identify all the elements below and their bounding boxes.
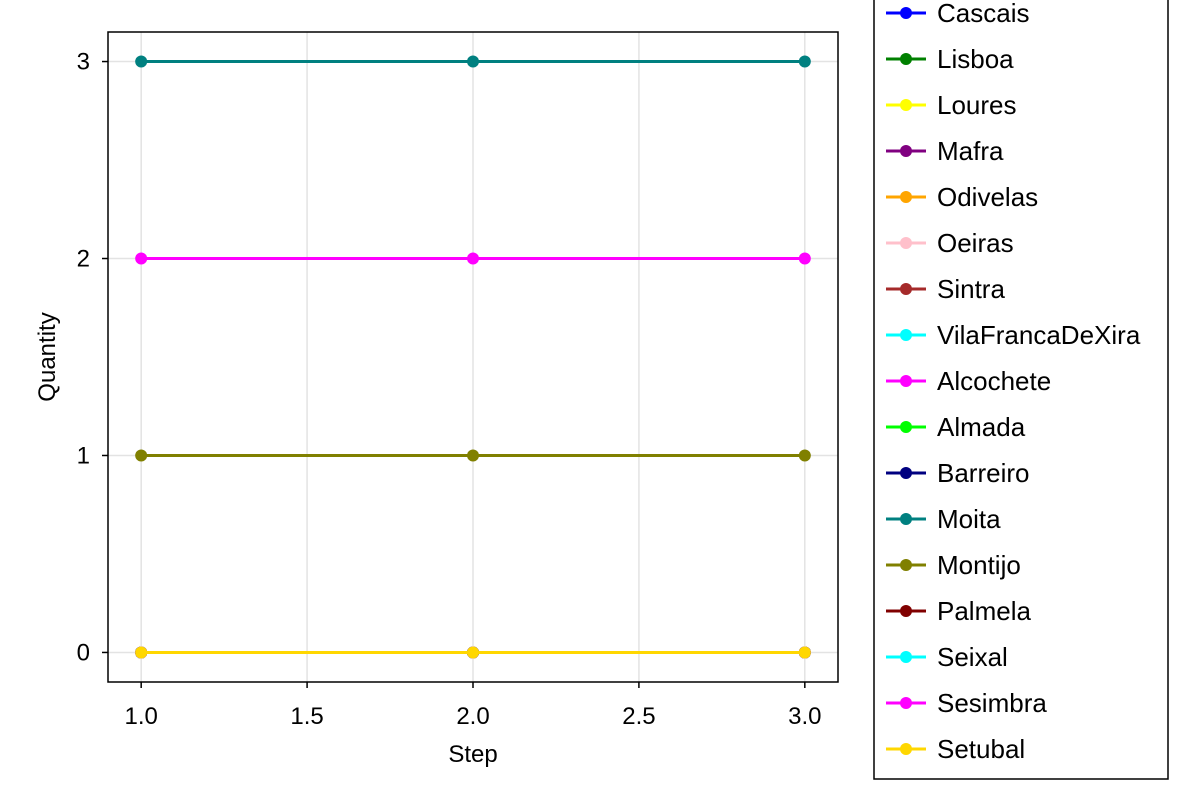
data-point [798, 646, 811, 659]
legend-swatch-marker [900, 467, 912, 479]
legend-item: Barreiro [886, 458, 1029, 488]
series-moita [135, 55, 811, 68]
legend-label: Oeiras [937, 228, 1014, 258]
x-tick-label: 2.0 [456, 703, 489, 730]
legend-item: Cascais [886, 0, 1029, 28]
legend-swatch-marker [900, 145, 912, 157]
legend-swatch-marker [900, 283, 912, 295]
legend-swatch-marker [900, 191, 912, 203]
legend-label: Lisboa [937, 44, 1014, 74]
legend-label: Loures [937, 90, 1017, 120]
legend-label: Setubal [937, 734, 1025, 764]
legend-label: Palmela [937, 596, 1031, 626]
x-tick-label: 1.0 [124, 703, 157, 730]
legend-item: Seixal [886, 642, 1008, 672]
data-point [798, 55, 811, 68]
series-setubal [135, 646, 811, 659]
legend-label: Cascais [937, 0, 1029, 28]
legend-swatch-marker [900, 651, 912, 663]
y-axis: 0 1 2 3 [77, 49, 108, 666]
legend-label: Almada [937, 412, 1026, 442]
legend-swatch-marker [900, 7, 912, 19]
legend-label: Odivelas [937, 182, 1038, 212]
legend-item: Alcochete [886, 366, 1051, 396]
legend-swatch-marker [900, 53, 912, 65]
legend-item: Moita [886, 504, 1001, 534]
legend-item: Mafra [886, 136, 1004, 166]
series-montijo [135, 449, 811, 462]
legend-item: Sintra [886, 274, 1005, 304]
x-axis-label: Step [448, 741, 497, 768]
series-layer [135, 55, 811, 659]
x-axis: 1.0 1.5 2.0 2.5 3.0 [124, 682, 822, 730]
legend-item: Almada [886, 412, 1026, 442]
legend-label: Barreiro [937, 458, 1029, 488]
data-point [467, 55, 479, 68]
legend-swatch-marker [900, 99, 912, 111]
legend-swatch-marker [900, 605, 912, 617]
y-tick-label: 1 [77, 442, 90, 469]
y-tick-label: 3 [77, 49, 90, 76]
legend-item: Lisboa [886, 44, 1014, 74]
data-point [798, 449, 811, 462]
legend-label: Sesimbra [937, 688, 1047, 718]
legend-item: Odivelas [886, 182, 1038, 212]
legend-swatch-marker [900, 421, 912, 433]
data-point [135, 252, 148, 265]
legend-swatch-marker [900, 559, 912, 571]
data-point [467, 449, 479, 462]
series-alcochete [135, 252, 811, 265]
legend-label: Alcochete [937, 366, 1051, 396]
legend-label: Mafra [937, 136, 1004, 166]
x-tick-label: 3.0 [788, 703, 821, 730]
data-point [467, 252, 479, 265]
legend-swatch-marker [900, 237, 912, 249]
legend: Cascais Lisboa Loures Mafra Odivelas Oeiras Si… [873, 0, 1169, 780]
data-point [798, 252, 811, 265]
legend-item: Montijo [886, 550, 1021, 580]
legend-swatch-marker [900, 743, 912, 755]
legend-swatch-marker [900, 375, 912, 387]
legend-item: Setubal [886, 734, 1025, 764]
legend-label: Sintra [937, 274, 1005, 304]
legend-item: Palmela [886, 596, 1031, 626]
x-tick-label: 1.5 [290, 703, 323, 730]
legend-item: Loures [886, 90, 1017, 120]
y-tick-label: 0 [77, 639, 90, 666]
legend-label: Seixal [937, 642, 1008, 672]
legend-frame [873, 0, 1169, 780]
data-point [135, 646, 148, 659]
legend-swatch-marker [900, 329, 912, 341]
data-point [135, 55, 148, 68]
y-tick-label: 2 [77, 246, 90, 273]
data-point [467, 646, 479, 659]
legend-item: Sesimbra [886, 688, 1047, 718]
x-tick-label: 2.5 [622, 703, 655, 730]
legend-label: Montijo [937, 550, 1021, 580]
legend-label: VilaFrancaDeXira [937, 320, 1141, 350]
legend-label: Moita [937, 504, 1001, 534]
legend-item: VilaFrancaDeXira [886, 320, 1141, 350]
legend-swatch-marker [900, 513, 912, 525]
legend-item: Oeiras [886, 228, 1014, 258]
data-point [135, 449, 148, 462]
legend-swatch-marker [900, 697, 912, 709]
y-axis-label: Quantity [34, 312, 61, 401]
